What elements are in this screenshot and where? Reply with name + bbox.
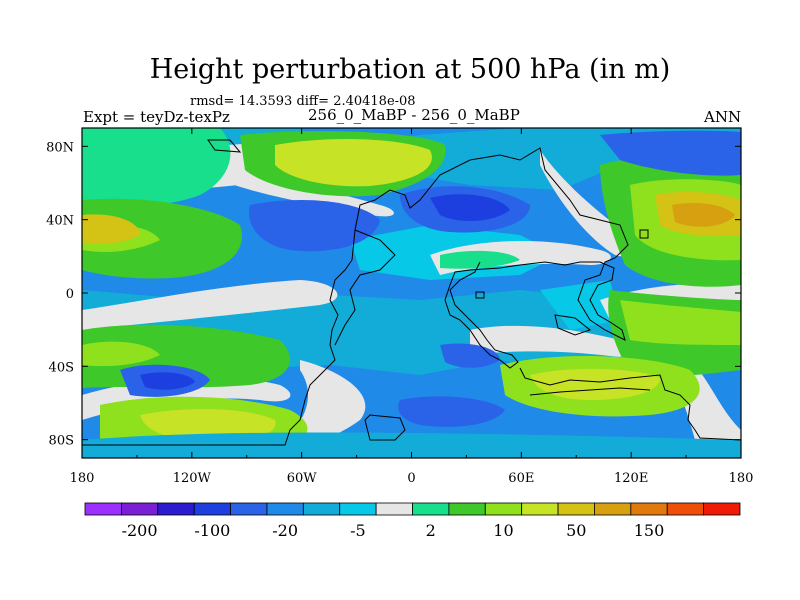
field-band bbox=[540, 280, 620, 330]
axis-ticks: 180 120W 60W 0 60E 120E 180 80N 40N 0 40S 80S bbox=[46, 128, 753, 486]
field-band bbox=[430, 194, 510, 222]
colorbar-label: -200 bbox=[122, 521, 158, 540]
colorbar: -200 -100 -20 -5 2 10 50 150 bbox=[84, 502, 741, 540]
colorbar-label: 50 bbox=[566, 521, 586, 540]
field-band bbox=[672, 203, 735, 227]
field-band bbox=[470, 325, 639, 357]
colorbar-swatch bbox=[666, 502, 705, 516]
colorbar-swatch bbox=[521, 502, 559, 516]
field-band bbox=[620, 300, 741, 345]
case-label: 256_0_MaBP - 256_0_MaBP bbox=[308, 106, 520, 124]
continent-outline bbox=[354, 147, 629, 369]
colorbar-swatch bbox=[448, 502, 486, 516]
rmsd-label: rmsd= 14.3593 diff= 2.40418e-08 bbox=[190, 94, 416, 109]
colorbar-swatch bbox=[594, 502, 632, 516]
height-field bbox=[82, 128, 741, 458]
x-tick-label: 0 bbox=[407, 471, 415, 486]
y-tick-label: 40S bbox=[49, 360, 74, 375]
island-outline bbox=[639, 229, 649, 239]
colorbar-swatch bbox=[703, 502, 741, 516]
colorbar-swatch bbox=[412, 502, 450, 516]
colorbar-swatch bbox=[484, 502, 523, 516]
field-band bbox=[82, 280, 338, 330]
continent-outlines bbox=[82, 139, 741, 446]
continent-outline bbox=[364, 414, 406, 441]
x-tick-label: 120E bbox=[614, 471, 648, 486]
season-label: ANN bbox=[704, 108, 742, 126]
field-band bbox=[82, 128, 231, 206]
field-band bbox=[82, 432, 741, 458]
field-band bbox=[440, 250, 520, 269]
y-tick-label: 0 bbox=[66, 287, 74, 302]
field-band bbox=[398, 396, 505, 427]
field-band bbox=[82, 214, 140, 244]
colorbar-swatch bbox=[302, 502, 341, 516]
colorbar-swatch bbox=[266, 502, 304, 516]
x-tick-label: 60E bbox=[508, 471, 534, 486]
colorbar-label: -100 bbox=[194, 521, 230, 540]
colorbar-label: 2 bbox=[426, 521, 436, 540]
colorbar-swatch bbox=[557, 502, 595, 516]
continent-outline bbox=[334, 229, 396, 346]
colorbar-label: -5 bbox=[350, 521, 366, 540]
field-band bbox=[275, 138, 432, 187]
continent-outline bbox=[529, 387, 651, 396]
colorbar-label: -20 bbox=[272, 521, 298, 540]
field-band bbox=[600, 130, 741, 176]
continent-outline bbox=[82, 229, 356, 446]
colorbar-swatch bbox=[230, 502, 268, 516]
colorbar-swatch bbox=[120, 502, 159, 516]
colorbar-swatch bbox=[630, 502, 668, 516]
field-band bbox=[540, 150, 635, 257]
field-band bbox=[82, 341, 160, 367]
colorbar-swatch bbox=[339, 502, 377, 516]
field-band bbox=[249, 200, 380, 252]
x-tick-label: 180 bbox=[729, 471, 754, 486]
colorbar-swatch bbox=[157, 502, 195, 516]
x-tick-label: 180 bbox=[70, 471, 95, 486]
colorbar-swatch bbox=[84, 502, 122, 516]
experiment-label: Expt = teyDz-texPz bbox=[83, 108, 230, 126]
field-band bbox=[140, 372, 195, 390]
colorbar-label: 10 bbox=[493, 521, 513, 540]
y-tick-label: 40N bbox=[46, 214, 74, 229]
x-tick-label: 120W bbox=[173, 471, 212, 486]
colorbar-label: 150 bbox=[634, 521, 665, 540]
continent-outline bbox=[554, 314, 592, 336]
continent-outline bbox=[519, 367, 741, 441]
island-outline bbox=[475, 291, 485, 299]
y-tick-label: 80N bbox=[46, 140, 74, 155]
x-tick-label: 60W bbox=[287, 471, 318, 486]
y-tick-label: 80S bbox=[49, 434, 74, 449]
chart-title: Height perturbation at 500 hPa (in m) bbox=[149, 54, 671, 85]
continent-outline bbox=[207, 139, 242, 153]
colorbar-swatch bbox=[193, 502, 231, 516]
colorbar-swatch bbox=[375, 502, 413, 516]
